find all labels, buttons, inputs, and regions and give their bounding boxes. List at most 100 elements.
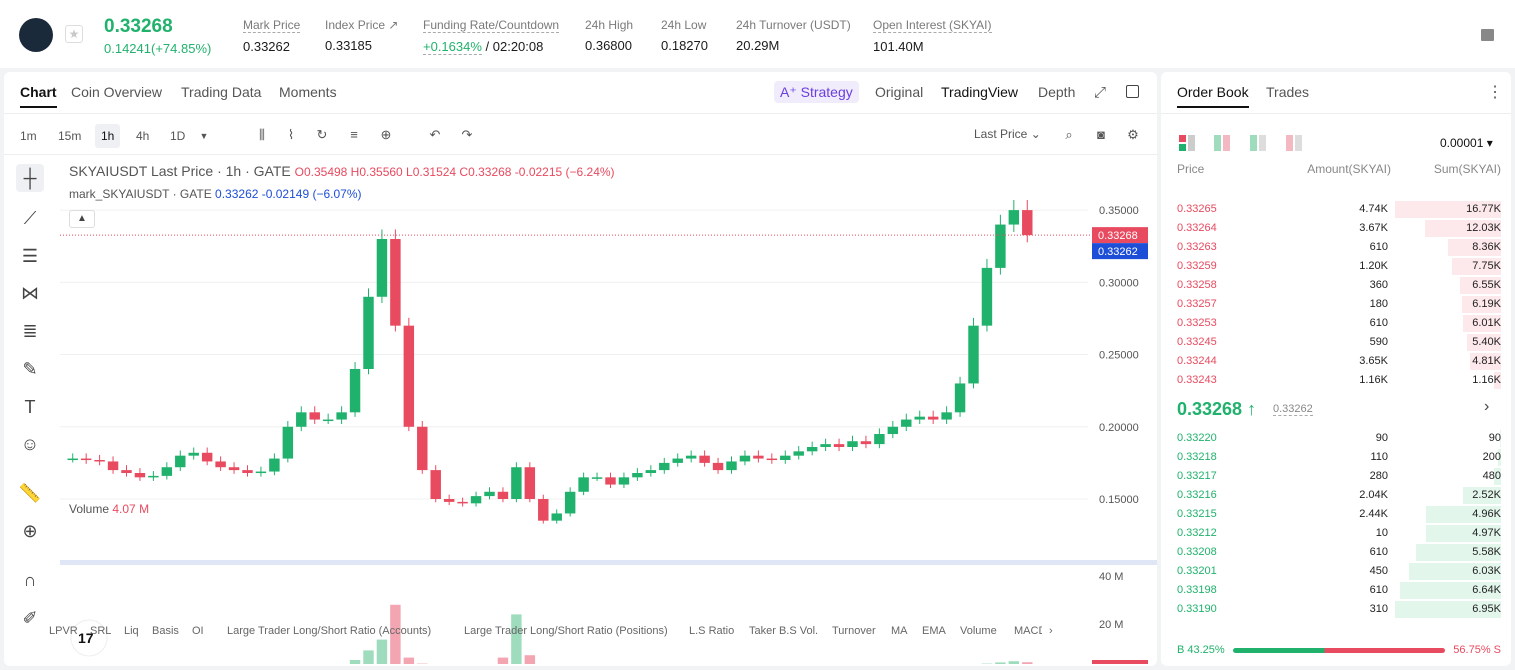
orderbook-row[interactable]: 0.33264 3.67K 12.03K (1161, 219, 1511, 238)
undo-icon[interactable]: ↶ (429, 127, 441, 142)
depth-bar (1395, 201, 1501, 218)
camera-icon[interactable]: ◙ (1097, 127, 1105, 142)
crosshair-icon[interactable]: ┼ (16, 164, 44, 192)
tab-coin-overview[interactable]: Coin Overview (71, 84, 163, 100)
tab-tradingview[interactable]: TradingView (941, 84, 1019, 100)
pattern-icon[interactable]: ⋈ (21, 283, 39, 303)
orderbook-row[interactable]: 0.33243 1.16K 1.16K (1161, 371, 1511, 390)
volume-tag (1092, 660, 1148, 664)
layout-split-icon[interactable] (1214, 135, 1230, 151)
tab-trades[interactable]: Trades (1266, 84, 1310, 100)
orderbook-row[interactable]: 0.33245 590 5.40K (1161, 333, 1511, 352)
zoom-in-icon[interactable]: ⊕ (22, 521, 38, 541)
indicator-item[interactable]: Turnover (832, 625, 876, 637)
window-icon[interactable] (1126, 85, 1139, 98)
orderbook-row[interactable]: 0.33244 3.65K 4.81K (1161, 352, 1511, 371)
indicator-item[interactable]: MA (891, 625, 908, 637)
tab-depth[interactable]: Depth (1038, 84, 1076, 100)
indicators-icon[interactable]: ⌇ (287, 127, 295, 142)
orderbook-row[interactable]: 0.33216 2.04K 2.52K (1161, 486, 1511, 505)
tab-order-book[interactable]: Order Book (1177, 84, 1249, 108)
replay-icon[interactable]: ↻ (316, 127, 328, 142)
orderbook-row[interactable]: 0.33212 10 4.97K (1161, 524, 1511, 543)
strategy-button[interactable]: A⁺ Strategy (774, 81, 859, 103)
templates-icon[interactable]: ≡ (350, 127, 358, 142)
orderbook-row[interactable]: 0.33217 280 480 (1161, 467, 1511, 486)
chevron-down-icon[interactable]: ▼ (199, 131, 209, 141)
add-alert-icon[interactable]: ⊕ (380, 127, 392, 142)
orderbook-row[interactable]: 0.33259 1.20K 7.75K (1161, 257, 1511, 276)
orderbook-row[interactable]: 0.33198 610 6.64K (1161, 581, 1511, 600)
fib-icon[interactable]: ≣ (22, 321, 38, 341)
tab-original[interactable]: Original (875, 84, 924, 100)
pencil-lock-icon[interactable]: ✐ (22, 608, 38, 628)
layout-both-icon[interactable] (1179, 135, 1195, 151)
indicator-item[interactable]: Basis (152, 625, 179, 637)
favorite-star-icon[interactable]: ★ (65, 25, 83, 43)
book-icon[interactable] (1481, 29, 1494, 41)
orderbook-row[interactable]: 0.33190 310 6.95K (1161, 600, 1511, 619)
orderbook-row[interactable]: 0.33253 610 6.01K (1161, 314, 1511, 333)
redo-icon[interactable]: ↷ (461, 127, 473, 142)
ruler-icon[interactable]: 📏 (18, 483, 42, 503)
chevron-right-icon[interactable]: › (1049, 625, 1053, 637)
indicator-item[interactable]: OI (192, 625, 204, 637)
orderbook-row[interactable]: 0.33215 2.44K 4.96K (1161, 505, 1511, 524)
indicator-item[interactable]: Liq (124, 625, 139, 637)
orderbook-row[interactable]: 0.33220 90 90 (1161, 429, 1511, 448)
timeframe-4h[interactable]: 4h (136, 129, 150, 143)
layout-bids-icon[interactable] (1250, 135, 1266, 151)
divider (1161, 113, 1511, 114)
candle-body (954, 383, 966, 413)
precision-select[interactable]: 0.00001 ▾ (1440, 136, 1493, 150)
row-amount: 3.65K (1359, 355, 1388, 367)
row-sum: 7.75K (1472, 260, 1501, 272)
expand-icon[interactable]: ⤢ (1094, 84, 1107, 101)
timeframe-15m[interactable]: 15m (58, 129, 82, 143)
stat-index-price[interactable]: Index Price ↗ 0.33185 (325, 18, 398, 53)
collapse-legend-button[interactable]: ▲ (69, 210, 95, 228)
layout-asks-icon[interactable] (1286, 135, 1302, 151)
chevron-right-icon[interactable]: › (1484, 398, 1490, 415)
orderbook-row[interactable]: 0.33257 180 6.19K (1161, 295, 1511, 314)
tab-trading-data[interactable]: Trading Data (181, 84, 262, 100)
tab-moments[interactable]: Moments (279, 84, 337, 100)
gear-icon[interactable]: ⚙ (1127, 127, 1139, 142)
indicator-item[interactable]: Taker B.S Vol. (749, 625, 819, 637)
orderbook-row[interactable]: 0.33258 360 6.55K (1161, 276, 1511, 295)
candle-body (968, 325, 979, 384)
horizontal-lines-icon[interactable]: ☰ (21, 246, 39, 266)
price-chart[interactable]: 0.35000 0.30000 0.25000 0.20000 0.15000 0.332… (4, 154, 1157, 664)
indicator-item[interactable]: LPVR (49, 625, 78, 637)
orderbook-row[interactable]: 0.33263 610 8.36K (1161, 238, 1511, 257)
search-icon[interactable]: ⌕ (1065, 127, 1073, 142)
indicator-item[interactable]: L.S Ratio (689, 625, 735, 637)
price-source-select[interactable]: Last Price ⌄ (974, 127, 1041, 141)
indicator-item[interactable]: Large Trader Long/Short Ratio (Positions… (464, 625, 668, 637)
more-icon[interactable]: ⋮ (1487, 84, 1503, 101)
text-icon[interactable]: T (24, 397, 36, 417)
indicator-item[interactable]: MACD (1014, 625, 1042, 637)
orderbook-row[interactable]: 0.33218 110 200 (1161, 448, 1511, 467)
timeframe-1h[interactable]: 1h (95, 124, 121, 148)
timeframe-1d[interactable]: 1D (170, 129, 186, 143)
trendline-icon[interactable]: ⟋ (23, 208, 37, 228)
timeframe-1m[interactable]: 1m (20, 129, 37, 143)
row-amount: 180 (1369, 298, 1388, 310)
row-price: 0.33217 (1177, 470, 1217, 482)
magnet-icon[interactable]: ∩ (23, 570, 37, 590)
row-sum: 8.36K (1472, 241, 1501, 253)
orderbook-row[interactable]: 0.33208 610 5.58K (1161, 543, 1511, 562)
indicator-item[interactable]: Volume (960, 625, 997, 637)
emoji-icon[interactable]: ☺ (20, 434, 40, 454)
brush-icon[interactable]: ✎ (22, 359, 38, 379)
tab-chart[interactable]: Chart (20, 84, 57, 108)
indicator-item[interactable]: SRL (90, 625, 112, 637)
orderbook-row[interactable]: 0.33265 4.74K 16.77K (1161, 200, 1511, 219)
indicator-item[interactable]: Large Trader Long/Short Ratio (Accounts) (227, 625, 432, 637)
orderbook-row[interactable]: 0.33201 450 6.03K (1161, 562, 1511, 581)
volume-bar (376, 639, 388, 664)
indicator-item[interactable]: EMA (922, 625, 946, 637)
stat-label[interactable]: Index Price ↗ (325, 18, 399, 32)
candles-icon[interactable]: ⫼ (259, 127, 265, 142)
